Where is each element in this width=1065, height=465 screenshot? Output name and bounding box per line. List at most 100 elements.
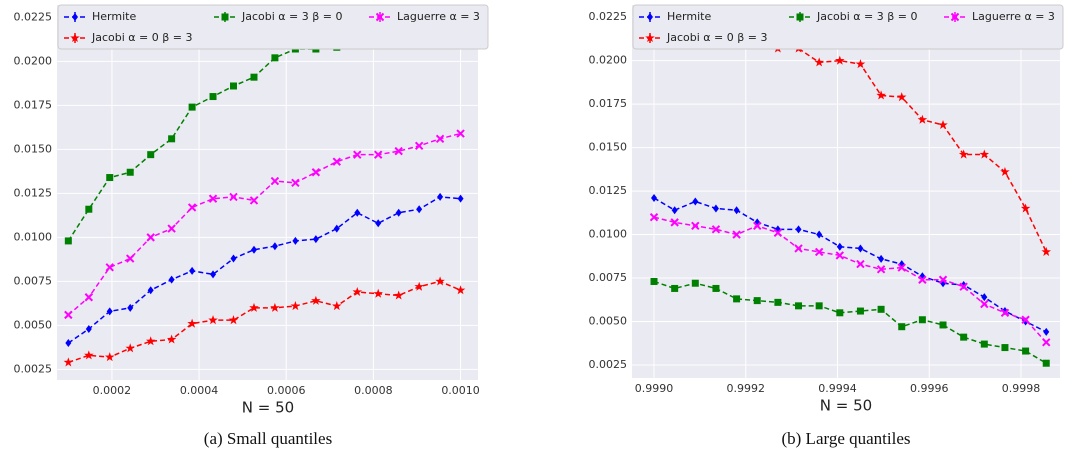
y-tick-label: 0.0175 <box>589 97 628 110</box>
marker <box>938 119 948 130</box>
marker <box>671 206 678 215</box>
marker <box>856 307 864 315</box>
y-tick-label: 0.0175 <box>14 98 53 111</box>
marker <box>125 343 135 353</box>
marker <box>290 301 301 311</box>
x-axis-label: N = 50 <box>242 399 294 417</box>
marker <box>332 157 342 166</box>
marker <box>147 151 155 159</box>
marker <box>187 203 197 212</box>
y-tick-label: 0.0150 <box>589 141 628 154</box>
marker <box>456 129 465 138</box>
marker <box>147 286 154 295</box>
marker <box>230 254 237 263</box>
marker <box>145 336 156 346</box>
marker <box>855 59 866 69</box>
marker <box>291 178 300 188</box>
marker <box>85 205 93 213</box>
x-tick-label: 0.0008 <box>354 384 393 397</box>
marker <box>249 302 259 312</box>
marker <box>1043 327 1050 336</box>
marker <box>416 205 423 214</box>
series-line <box>653 197 1047 333</box>
marker <box>857 244 864 253</box>
marker <box>457 194 464 203</box>
legend-label: Laguerre α = 3 <box>972 10 1055 23</box>
marker <box>106 307 113 316</box>
marker <box>898 323 906 331</box>
marker <box>1041 246 1051 256</box>
marker <box>645 33 655 43</box>
marker <box>85 324 92 333</box>
marker <box>878 254 885 263</box>
marker <box>229 192 238 202</box>
marker <box>733 206 740 215</box>
legend-label: Jacobi α = 3 β = 0 <box>816 10 917 23</box>
marker <box>876 90 886 100</box>
y-tick-label: 0.0125 <box>589 184 628 197</box>
marker <box>188 103 196 111</box>
marker <box>414 141 424 151</box>
marker <box>959 282 968 291</box>
marker <box>311 168 321 177</box>
marker <box>980 299 989 309</box>
marker <box>354 208 361 217</box>
marker <box>691 221 700 231</box>
marker <box>733 295 741 303</box>
marker <box>774 298 782 306</box>
marker <box>670 218 679 227</box>
marker <box>373 288 383 298</box>
marker <box>796 13 804 21</box>
marker <box>189 266 196 275</box>
marker <box>1022 347 1030 355</box>
marker <box>732 230 741 239</box>
marker <box>455 285 466 295</box>
marker <box>835 55 845 65</box>
x-tick-label: 0.0004 <box>180 384 219 397</box>
marker <box>815 302 823 310</box>
marker <box>917 114 928 124</box>
marker <box>816 230 823 239</box>
marker <box>393 290 404 300</box>
marker <box>146 233 155 242</box>
legend-label: Hermite <box>667 10 711 23</box>
y-tick-label: 0.0050 <box>589 314 628 327</box>
marker <box>836 242 843 251</box>
marker <box>127 303 134 312</box>
marker <box>794 244 803 253</box>
marker <box>795 225 802 234</box>
series-line <box>67 196 461 344</box>
marker <box>918 316 926 324</box>
y-tick-label: 0.0150 <box>14 142 53 155</box>
marker <box>711 225 721 234</box>
marker <box>352 286 363 297</box>
y-tick-label: 0.0025 <box>14 362 53 375</box>
marker <box>249 196 259 205</box>
marker <box>250 73 258 81</box>
marker <box>1001 344 1009 352</box>
marker <box>292 236 299 245</box>
legend-label: Jacobi α = 3 β = 0 <box>241 10 342 23</box>
y-tick-label: 0.0075 <box>14 274 53 287</box>
y-tick-label: 0.0100 <box>14 230 53 243</box>
y-tick-label: 0.0225 <box>589 10 628 23</box>
marker <box>435 276 445 286</box>
marker <box>918 275 927 284</box>
x-tick-label: 0.9990 <box>635 382 674 395</box>
marker <box>1021 315 1030 324</box>
marker <box>168 275 175 284</box>
marker <box>814 247 824 257</box>
legend-label: Jacobi α = 0 β = 3 <box>91 31 192 44</box>
marker <box>647 13 653 21</box>
marker <box>126 168 134 176</box>
marker <box>651 194 658 203</box>
marker <box>1000 166 1010 176</box>
legend-label: Laguerre α = 3 <box>397 10 480 23</box>
y-tick-label: 0.0225 <box>14 10 53 23</box>
marker <box>753 297 761 305</box>
marker <box>63 357 74 367</box>
marker <box>649 212 659 222</box>
marker <box>671 284 679 292</box>
marker <box>938 275 948 284</box>
legend-label: Jacobi α = 0 β = 3 <box>666 31 767 44</box>
